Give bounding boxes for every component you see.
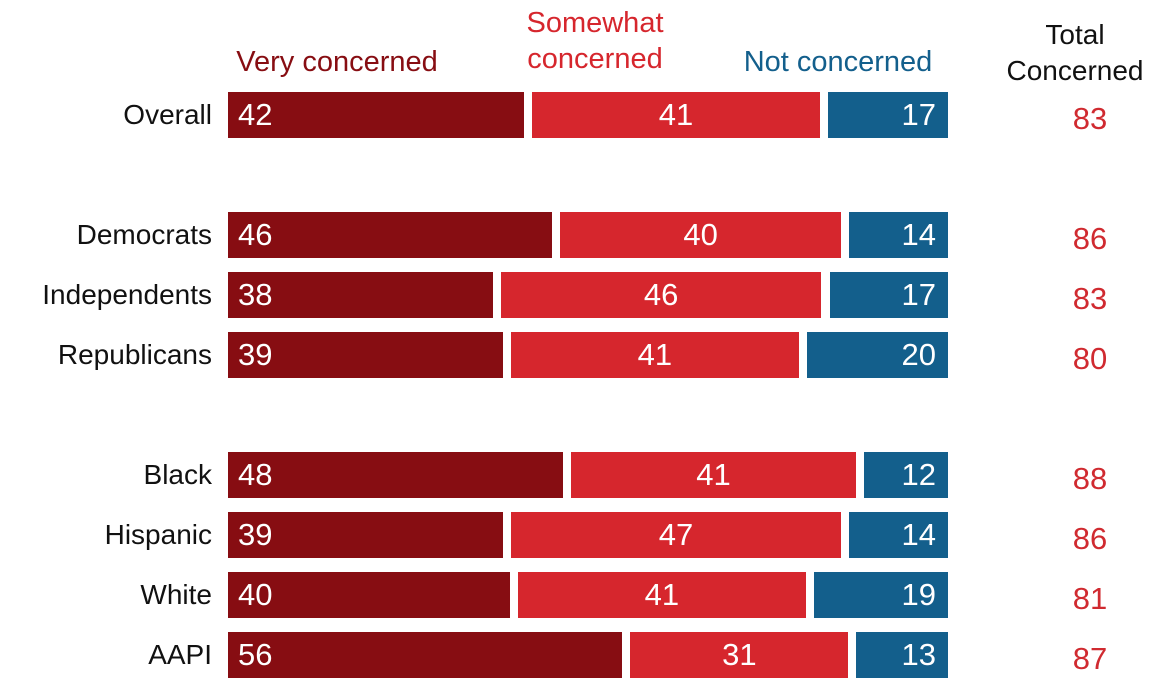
bar-not-concerned-overall: 17: [828, 92, 948, 138]
total-value-black: 88: [1072, 461, 1108, 496]
row-label-independents: Independents: [42, 279, 212, 310]
legend-very-concerned: Very concerned: [236, 46, 438, 78]
bar-somewhat-concerned-aapi: 31: [630, 632, 849, 678]
legend-somewhat-line2: concerned: [527, 43, 663, 75]
bar-not-concerned-republicans: 20: [807, 332, 948, 378]
bar-somewhat-concerned-hispanic: 47: [510, 512, 842, 558]
bar-very-concerned-white: 40: [228, 572, 510, 618]
legend-not-concerned: Not concerned: [743, 46, 933, 78]
bar-very-concerned-aapi: 56: [228, 632, 623, 678]
total-value-independents: 83: [1072, 281, 1108, 316]
row-label-black: Black: [143, 459, 212, 490]
bar-somewhat-concerned-democrats: 40: [559, 212, 842, 258]
bar-very-concerned-hispanic: 39: [228, 512, 503, 558]
row-label-hispanic: Hispanic: [104, 519, 212, 550]
bar-somewhat-concerned-republicans: 41: [510, 332, 800, 378]
total-value-democrats: 86: [1072, 221, 1108, 256]
bar-somewhat-concerned-black: 41: [570, 452, 857, 498]
bar-not-concerned-democrats: 14: [849, 212, 948, 258]
bar-somewhat-concerned-white: 41: [517, 572, 807, 618]
row-label-democrats: Democrats: [76, 219, 212, 250]
total-value-overall: 83: [1072, 101, 1108, 136]
bar-very-concerned-overall: 42: [228, 92, 524, 138]
legend-somewhat-concerned: Somewhat concerned: [515, 5, 675, 77]
bar-not-concerned-white: 19: [814, 572, 948, 618]
total-value-hispanic: 86: [1072, 521, 1108, 556]
bar-very-concerned-republicans: 39: [228, 332, 503, 378]
total-value-aapi: 87: [1072, 641, 1108, 676]
legend-somewhat-line1: Somewhat: [526, 7, 664, 39]
total-header-line2: Concerned: [1006, 55, 1144, 86]
total-concerned-header: Total Concerned: [1000, 17, 1150, 89]
bar-not-concerned-black: 12: [864, 452, 948, 498]
total-header-line1: Total: [1045, 19, 1105, 50]
row-label-aapi: AAPI: [148, 639, 212, 670]
bar-somewhat-concerned-overall: 41: [531, 92, 821, 138]
row-label-overall: Overall: [123, 99, 212, 130]
bar-very-concerned-democrats: 46: [228, 212, 552, 258]
bar-somewhat-concerned-independents: 46: [500, 272, 822, 318]
row-label-republicans: Republicans: [57, 339, 212, 370]
total-value-republicans: 80: [1072, 341, 1108, 376]
bar-not-concerned-independents: 17: [829, 272, 948, 318]
row-label-white: White: [140, 579, 212, 610]
bar-not-concerned-aapi: 13: [856, 632, 948, 678]
bar-very-concerned-black: 48: [228, 452, 563, 498]
total-value-white: 81: [1072, 581, 1108, 616]
bar-very-concerned-independents: 38: [228, 272, 493, 318]
bar-not-concerned-hispanic: 14: [849, 512, 948, 558]
